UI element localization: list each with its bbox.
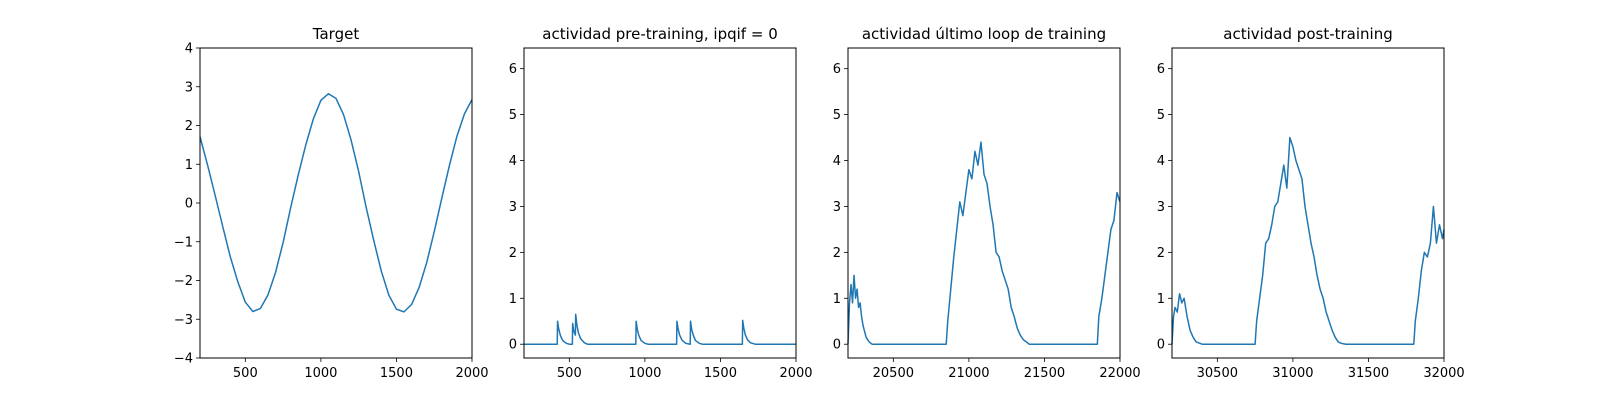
y-tick-label: 1	[833, 292, 841, 307]
subplot-title: actividad pre-training, ipqif = 0	[542, 25, 778, 43]
x-tick-label: 21500	[1024, 366, 1065, 381]
y-tick-label: −1	[174, 235, 193, 250]
y-tick-label: 1	[509, 292, 517, 307]
subplot-title: actividad post-training	[1223, 25, 1392, 43]
series-line	[847, 141, 1121, 345]
series-line	[1171, 136, 1445, 345]
series-line	[199, 92, 473, 313]
x-tick-label: 2000	[779, 366, 812, 381]
y-tick-label: 5	[509, 108, 517, 123]
y-tick-label: 0	[185, 197, 193, 212]
y-tick-label: 2	[185, 119, 193, 134]
axes-frame	[523, 47, 797, 359]
y-tick-label: 3	[509, 200, 517, 215]
y-tick-label: 6	[833, 62, 841, 77]
y-tick-label: 6	[509, 62, 517, 77]
y-tick-label: −3	[174, 313, 193, 328]
y-tick-label: 1	[1157, 292, 1165, 307]
y-tick-label: 2	[1157, 246, 1165, 261]
y-tick-label: 3	[833, 200, 841, 215]
y-tick-label: 4	[509, 154, 517, 169]
y-tick-label: 1	[185, 158, 193, 173]
y-tick-label: 2	[509, 246, 517, 261]
y-tick-label: 0	[1157, 338, 1165, 353]
y-tick-label: 5	[833, 108, 841, 123]
y-tick-label: 3	[185, 80, 193, 95]
x-tick-label: 31500	[1348, 366, 1389, 381]
y-tick-label: 0	[509, 338, 517, 353]
x-tick-label: 1500	[704, 366, 737, 381]
subplot-2: actividad pre-training, ipqif = 0 500 1000…	[509, 25, 813, 381]
subplot-title: actividad último loop de training	[862, 25, 1106, 43]
x-tick-label: 1000	[304, 366, 337, 381]
x-tick-label: 30500	[1197, 366, 1238, 381]
series-line	[524, 313, 796, 345]
x-tick-label: 32000	[1423, 366, 1464, 381]
y-tick-label: 4	[185, 42, 193, 57]
x-tick-label: 2000	[455, 366, 488, 381]
x-tick-label: 31000	[1272, 366, 1313, 381]
y-tick-label: −4	[174, 352, 193, 367]
y-tick-label: 6	[1157, 62, 1165, 77]
x-tick-label: 1000	[628, 366, 661, 381]
subplot-1: Target 500 1000 1500 2000 −4 −3 −2 −1 0 1 2 3 4	[174, 25, 489, 381]
axes-frame	[1171, 47, 1445, 359]
y-tick-label: 2	[833, 246, 841, 261]
x-tick-label: 500	[233, 366, 258, 381]
axes-frame	[199, 47, 473, 359]
x-tick-label: 22000	[1099, 366, 1140, 381]
x-tick-label: 500	[557, 366, 582, 381]
x-tick-label: 21000	[948, 366, 989, 381]
y-tick-label: 5	[1157, 108, 1165, 123]
subplot-title: Target	[312, 25, 360, 43]
y-tick-label: −2	[174, 274, 193, 289]
y-tick-label: 3	[1157, 200, 1165, 215]
axes-frame	[847, 47, 1121, 359]
x-tick-label: 20500	[873, 366, 914, 381]
x-tick-label: 1500	[380, 366, 413, 381]
y-tick-label: 0	[833, 338, 841, 353]
y-tick-label: 4	[1157, 154, 1165, 169]
y-tick-label: 4	[833, 154, 841, 169]
